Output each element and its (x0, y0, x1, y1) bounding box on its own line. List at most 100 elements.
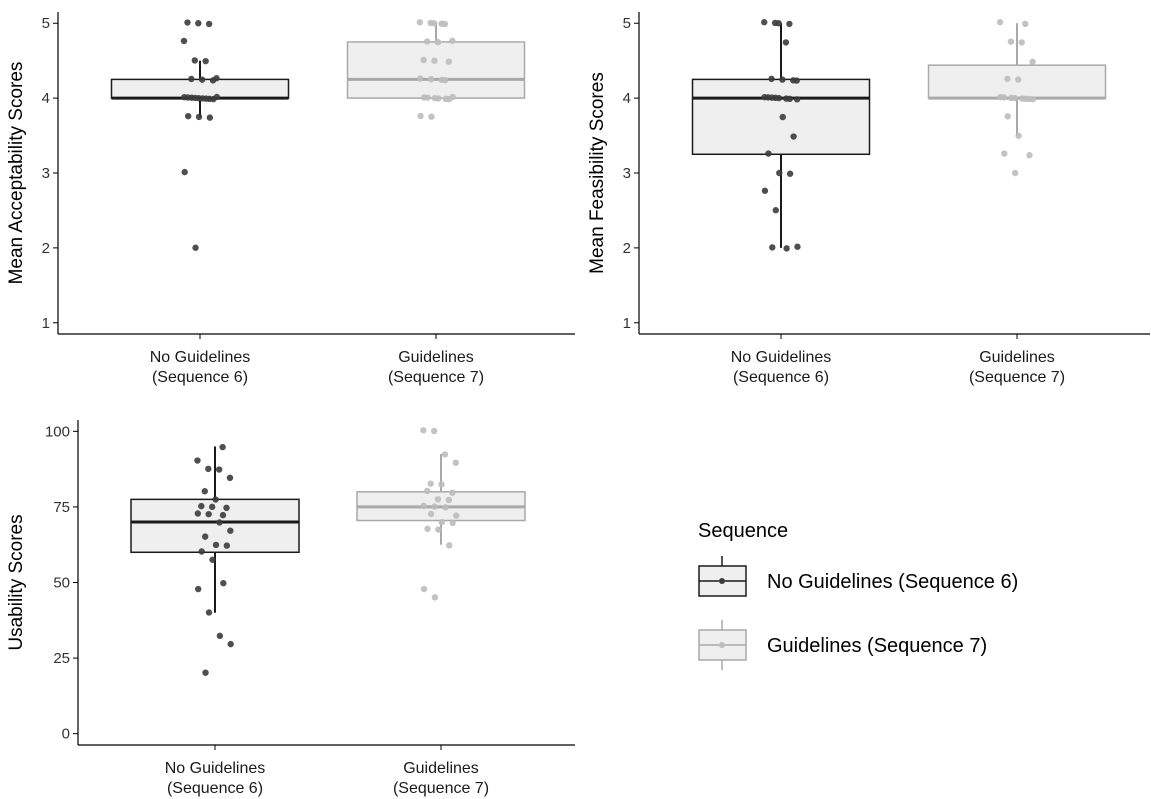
data-point (420, 585, 428, 593)
data-point (427, 510, 435, 518)
data-point (227, 640, 234, 648)
data-point (430, 427, 438, 435)
data-point (997, 93, 1004, 101)
data-point (423, 487, 431, 495)
data-point (194, 585, 202, 593)
x-tick-label: No Guidelines (Sequence 6) (150, 349, 251, 386)
data-point (1001, 150, 1008, 157)
data-point (431, 594, 439, 601)
x-tick-label: Guidelines (Sequence 7) (969, 349, 1065, 386)
data-point (1004, 113, 1011, 120)
data-point (782, 39, 790, 46)
data-point (205, 609, 213, 616)
data-point (219, 443, 226, 451)
data-point (420, 94, 428, 101)
data-point (431, 57, 438, 64)
data-point (416, 75, 424, 82)
data-point (438, 20, 445, 27)
data-point (438, 76, 446, 84)
data-point (205, 465, 212, 473)
data-point (205, 510, 212, 518)
data-point (996, 19, 1004, 26)
y-tick-label: 5 (623, 15, 631, 32)
data-point (427, 480, 434, 487)
y-axis-title: Mean Feasibility Scores (587, 72, 608, 274)
data-point (191, 57, 199, 64)
legend-key-seq6 (698, 556, 747, 597)
data-point (793, 96, 801, 103)
data-point (216, 632, 224, 640)
data-point (1004, 75, 1011, 83)
data-point (188, 75, 195, 83)
feasibility-panel: 1 2 3 4 5 Mean Feasibility Scores No Guideline… (587, 12, 1150, 386)
y-tick-label: 0 (62, 726, 70, 743)
y-tick-label: 1 (42, 315, 50, 332)
legend-label-seq6: No Guidelines (Sequence 6) (767, 571, 1018, 593)
data-point (428, 113, 435, 120)
data-point (449, 519, 456, 527)
data-point (420, 427, 427, 434)
y-tick-label: 75 (53, 499, 70, 516)
data-point (438, 519, 446, 526)
data-point (215, 466, 223, 473)
data-point (441, 451, 449, 458)
data-point (783, 95, 790, 102)
y-axis-title: Mean Acceptability Scores (6, 62, 27, 285)
data-point (761, 93, 768, 101)
y-tick-label: 2 (42, 240, 50, 257)
data-point (212, 541, 220, 549)
data-point (209, 77, 217, 84)
data-point (194, 457, 201, 464)
legend-label-seq7: Guidelines (Sequence 7) (767, 635, 987, 657)
data-point (195, 20, 202, 27)
data-point (184, 112, 192, 120)
data-point (198, 502, 205, 510)
data-point (223, 542, 231, 549)
data-point (442, 504, 449, 511)
data-point (434, 496, 442, 503)
data-point (206, 114, 214, 121)
data-point (226, 474, 234, 482)
data-point (779, 113, 786, 121)
data-point (223, 504, 230, 512)
data-point (201, 533, 209, 540)
data-point (434, 39, 442, 46)
data-point (772, 207, 779, 214)
data-point (1029, 58, 1036, 66)
data-point (431, 503, 438, 510)
data-point (1011, 169, 1019, 177)
data-point (761, 187, 769, 194)
data-point (209, 556, 216, 563)
data-point (205, 20, 213, 28)
x-tick-label: Guidelines (Sequence 7) (393, 760, 489, 797)
data-point (1018, 39, 1025, 46)
usability-panel: 0 25 50 75 100 Usability Scores No Guidelines(… (6, 420, 575, 797)
data-point (790, 77, 797, 84)
data-point (208, 503, 216, 511)
data-point (1008, 94, 1015, 102)
data-point (768, 94, 776, 101)
data-point (438, 481, 445, 488)
data-point (1015, 76, 1022, 83)
y-tick-label: 4 (623, 90, 631, 107)
y-tick-label: 50 (53, 575, 70, 592)
y-tick-label: 2 (623, 240, 631, 257)
data-point (452, 512, 460, 519)
y-tick-label: 3 (42, 165, 50, 182)
y-tick-label: 3 (623, 165, 631, 182)
data-point (445, 496, 453, 504)
data-point (779, 76, 786, 83)
data-point (1026, 152, 1033, 159)
data-point (776, 169, 783, 177)
data-point (199, 95, 206, 102)
y-tick-label: 5 (42, 15, 50, 32)
data-point (427, 75, 435, 83)
data-point (442, 95, 449, 103)
data-point (192, 244, 199, 251)
data-point (1007, 38, 1015, 45)
data-point (424, 525, 431, 533)
data-point (219, 511, 227, 519)
data-point (198, 76, 206, 83)
legend-key-seq7-point (719, 642, 725, 648)
